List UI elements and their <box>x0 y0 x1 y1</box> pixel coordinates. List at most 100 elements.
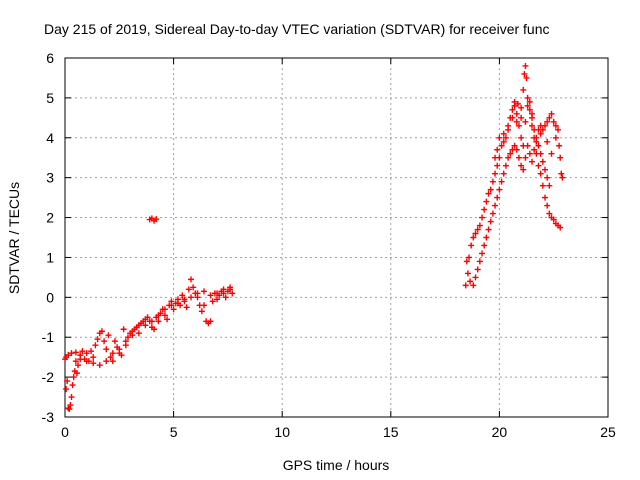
data-point <box>494 194 501 201</box>
data-point <box>116 346 123 353</box>
data-point <box>542 166 549 173</box>
x-tick-label: 5 <box>170 424 178 440</box>
data-point <box>122 338 129 345</box>
x-tick-label: 0 <box>61 424 69 440</box>
data-point <box>492 170 499 177</box>
y-tick-label: -2 <box>42 369 55 385</box>
data-point <box>103 358 110 365</box>
data-point <box>526 98 533 105</box>
data-point <box>505 154 512 161</box>
data-point <box>474 266 481 273</box>
data-point <box>144 314 151 321</box>
data-point <box>524 102 531 109</box>
data-point <box>92 342 99 349</box>
data-point <box>557 154 564 161</box>
data-point <box>487 186 494 193</box>
data-point <box>546 210 553 217</box>
data-point <box>79 348 86 355</box>
data-point <box>161 312 168 319</box>
data-point <box>72 358 79 365</box>
x-tick-label: 20 <box>492 424 508 440</box>
data-point <box>535 162 542 169</box>
data-point <box>500 170 507 177</box>
data-point <box>464 270 471 277</box>
data-point <box>174 300 181 307</box>
data-point <box>198 308 205 315</box>
plot-frame <box>64 57 609 418</box>
x-axis-label: GPS time / hours <box>283 457 390 473</box>
chart-title: Day 215 of 2019, Sidereal Day-to-day VTE… <box>44 21 550 37</box>
data-point <box>103 346 110 353</box>
data-point <box>487 218 494 225</box>
data-point <box>496 186 503 193</box>
y-tick-label: 6 <box>46 50 54 66</box>
data-point <box>533 134 540 141</box>
data-point <box>94 336 101 343</box>
data-point <box>498 178 505 185</box>
data-point <box>109 350 116 357</box>
data-point <box>544 174 551 181</box>
data-point <box>507 150 514 157</box>
data-point <box>546 182 553 189</box>
data-point <box>98 328 105 335</box>
data-point <box>90 360 97 367</box>
data-point <box>479 250 486 257</box>
data-point <box>544 138 551 145</box>
data-point <box>548 150 555 157</box>
data-point <box>556 142 563 149</box>
data-point <box>552 134 559 141</box>
data-point <box>489 178 496 185</box>
data-point <box>520 86 527 93</box>
data-point <box>476 258 483 265</box>
data-point <box>511 102 518 109</box>
data-point <box>170 306 177 313</box>
x-tick-label: 10 <box>274 424 290 440</box>
data-point <box>135 330 142 337</box>
data-point <box>96 362 103 369</box>
data-point <box>500 138 507 145</box>
data-point <box>67 402 74 409</box>
data-point <box>483 234 490 241</box>
data-point <box>492 202 499 209</box>
data-point <box>207 292 214 299</box>
data-point <box>179 292 186 299</box>
data-point <box>523 74 530 81</box>
data-point <box>539 182 546 189</box>
data-point <box>201 302 208 309</box>
data-point <box>485 190 492 197</box>
data-point <box>513 146 520 153</box>
data-point <box>69 382 76 389</box>
data-point <box>526 106 533 113</box>
data-point <box>518 104 525 111</box>
data-point <box>72 349 79 356</box>
data-point <box>548 110 555 117</box>
data-point <box>522 118 529 125</box>
data-point <box>470 282 477 289</box>
data-point <box>124 334 131 341</box>
data-point <box>153 216 160 223</box>
y-tick-label: 2 <box>46 210 54 226</box>
data-point <box>559 174 566 181</box>
data-point <box>183 304 190 311</box>
data-point <box>524 142 531 149</box>
data-point <box>513 110 520 117</box>
data-point <box>73 370 80 377</box>
data-point <box>472 230 479 237</box>
data-point <box>185 286 192 293</box>
data-point <box>187 276 194 283</box>
data-point <box>472 274 479 281</box>
data-point <box>496 134 503 141</box>
data-point <box>535 142 542 149</box>
data-point <box>70 374 77 381</box>
data-point <box>528 158 535 165</box>
data-point <box>190 284 197 291</box>
data-point <box>500 130 507 137</box>
data-point <box>462 282 469 289</box>
data-point <box>537 130 544 137</box>
y-tick-label: -1 <box>42 329 55 345</box>
data-point <box>164 316 171 323</box>
data-point <box>515 154 522 161</box>
data-point <box>502 162 509 169</box>
data-point <box>492 154 499 161</box>
data-point <box>505 122 512 129</box>
